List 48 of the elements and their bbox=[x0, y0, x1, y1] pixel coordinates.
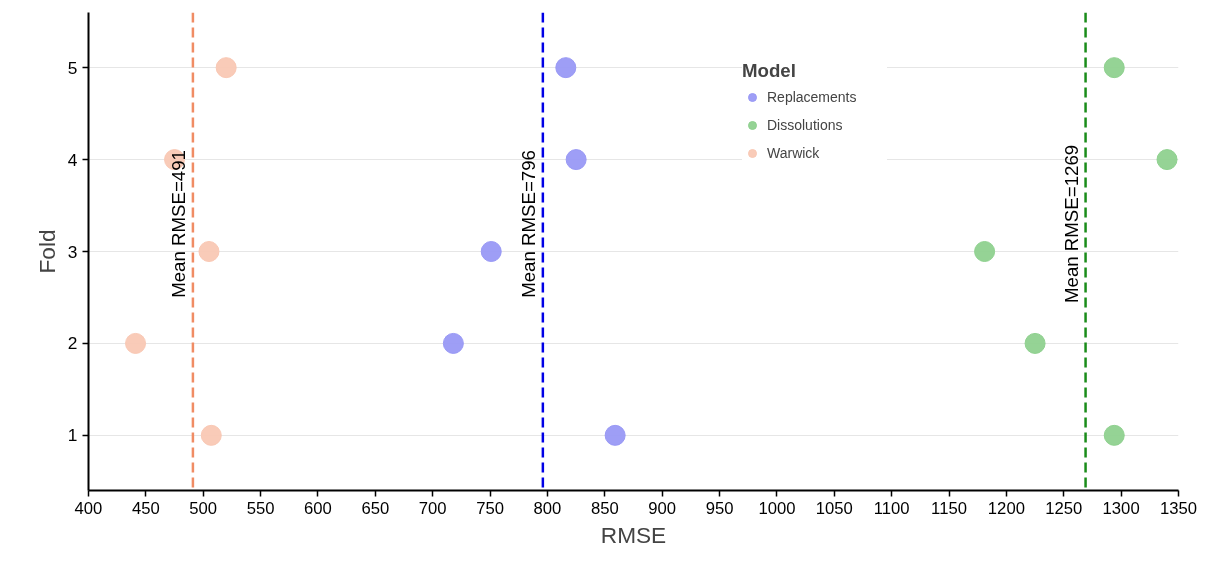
point bbox=[555, 57, 577, 79]
y-axis-title: Fold bbox=[33, 229, 60, 274]
point bbox=[604, 424, 626, 446]
legend-label: Warwick bbox=[767, 145, 821, 161]
x-tick-label: 1300 bbox=[1102, 498, 1140, 518]
point bbox=[215, 57, 237, 79]
point bbox=[1024, 332, 1046, 354]
x-tick-label: 400 bbox=[74, 498, 103, 518]
legend-label: Dissolutions bbox=[767, 117, 844, 133]
x-tick-label: 650 bbox=[361, 498, 390, 518]
x-tick-label: 1100 bbox=[873, 498, 910, 518]
x-tick-label: 1000 bbox=[758, 498, 796, 518]
legend-label: Replacements bbox=[767, 89, 858, 105]
point bbox=[125, 332, 147, 354]
ref-line-label: Mean RMSE=796 bbox=[517, 150, 539, 298]
x-tick-label: 1050 bbox=[815, 498, 853, 518]
y-tick-label: 4 bbox=[67, 149, 78, 170]
x-tick-label: 900 bbox=[648, 498, 677, 518]
ref-line-label: Mean RMSE=1269 bbox=[1060, 144, 1082, 303]
point bbox=[200, 424, 222, 446]
x-tick-label: 850 bbox=[590, 498, 619, 518]
x-tick-label: 700 bbox=[418, 498, 447, 518]
point bbox=[565, 149, 587, 171]
x-tick-label: 1350 bbox=[1159, 498, 1198, 518]
x-axis-title: RMSE bbox=[600, 521, 667, 548]
legend-title: Model bbox=[742, 60, 797, 82]
y-tick-label: 2 bbox=[67, 333, 78, 354]
y-tick-label: 1 bbox=[67, 425, 78, 446]
x-tick-label: 800 bbox=[533, 498, 562, 518]
point bbox=[1103, 57, 1125, 79]
point bbox=[198, 241, 220, 262]
point bbox=[1103, 424, 1125, 446]
x-tick-label: 950 bbox=[705, 498, 734, 518]
x-tick-label: 450 bbox=[131, 498, 160, 518]
point bbox=[442, 332, 464, 354]
point bbox=[974, 241, 996, 262]
ref-line-label: Mean RMSE=491 bbox=[167, 150, 189, 298]
x-tick-label: 500 bbox=[189, 498, 218, 518]
x-tick-label: 1250 bbox=[1045, 498, 1083, 518]
x-tick-label: 1150 bbox=[931, 498, 967, 518]
y-tick-label: 5 bbox=[67, 57, 78, 78]
y-tick-label: 3 bbox=[67, 241, 78, 262]
x-tick-label: 600 bbox=[304, 498, 332, 518]
x-tick-label: 1200 bbox=[987, 498, 1025, 518]
x-tick-label: 550 bbox=[246, 498, 275, 518]
point bbox=[1156, 149, 1178, 171]
point bbox=[480, 241, 502, 262]
x-tick-label: 750 bbox=[476, 498, 504, 518]
